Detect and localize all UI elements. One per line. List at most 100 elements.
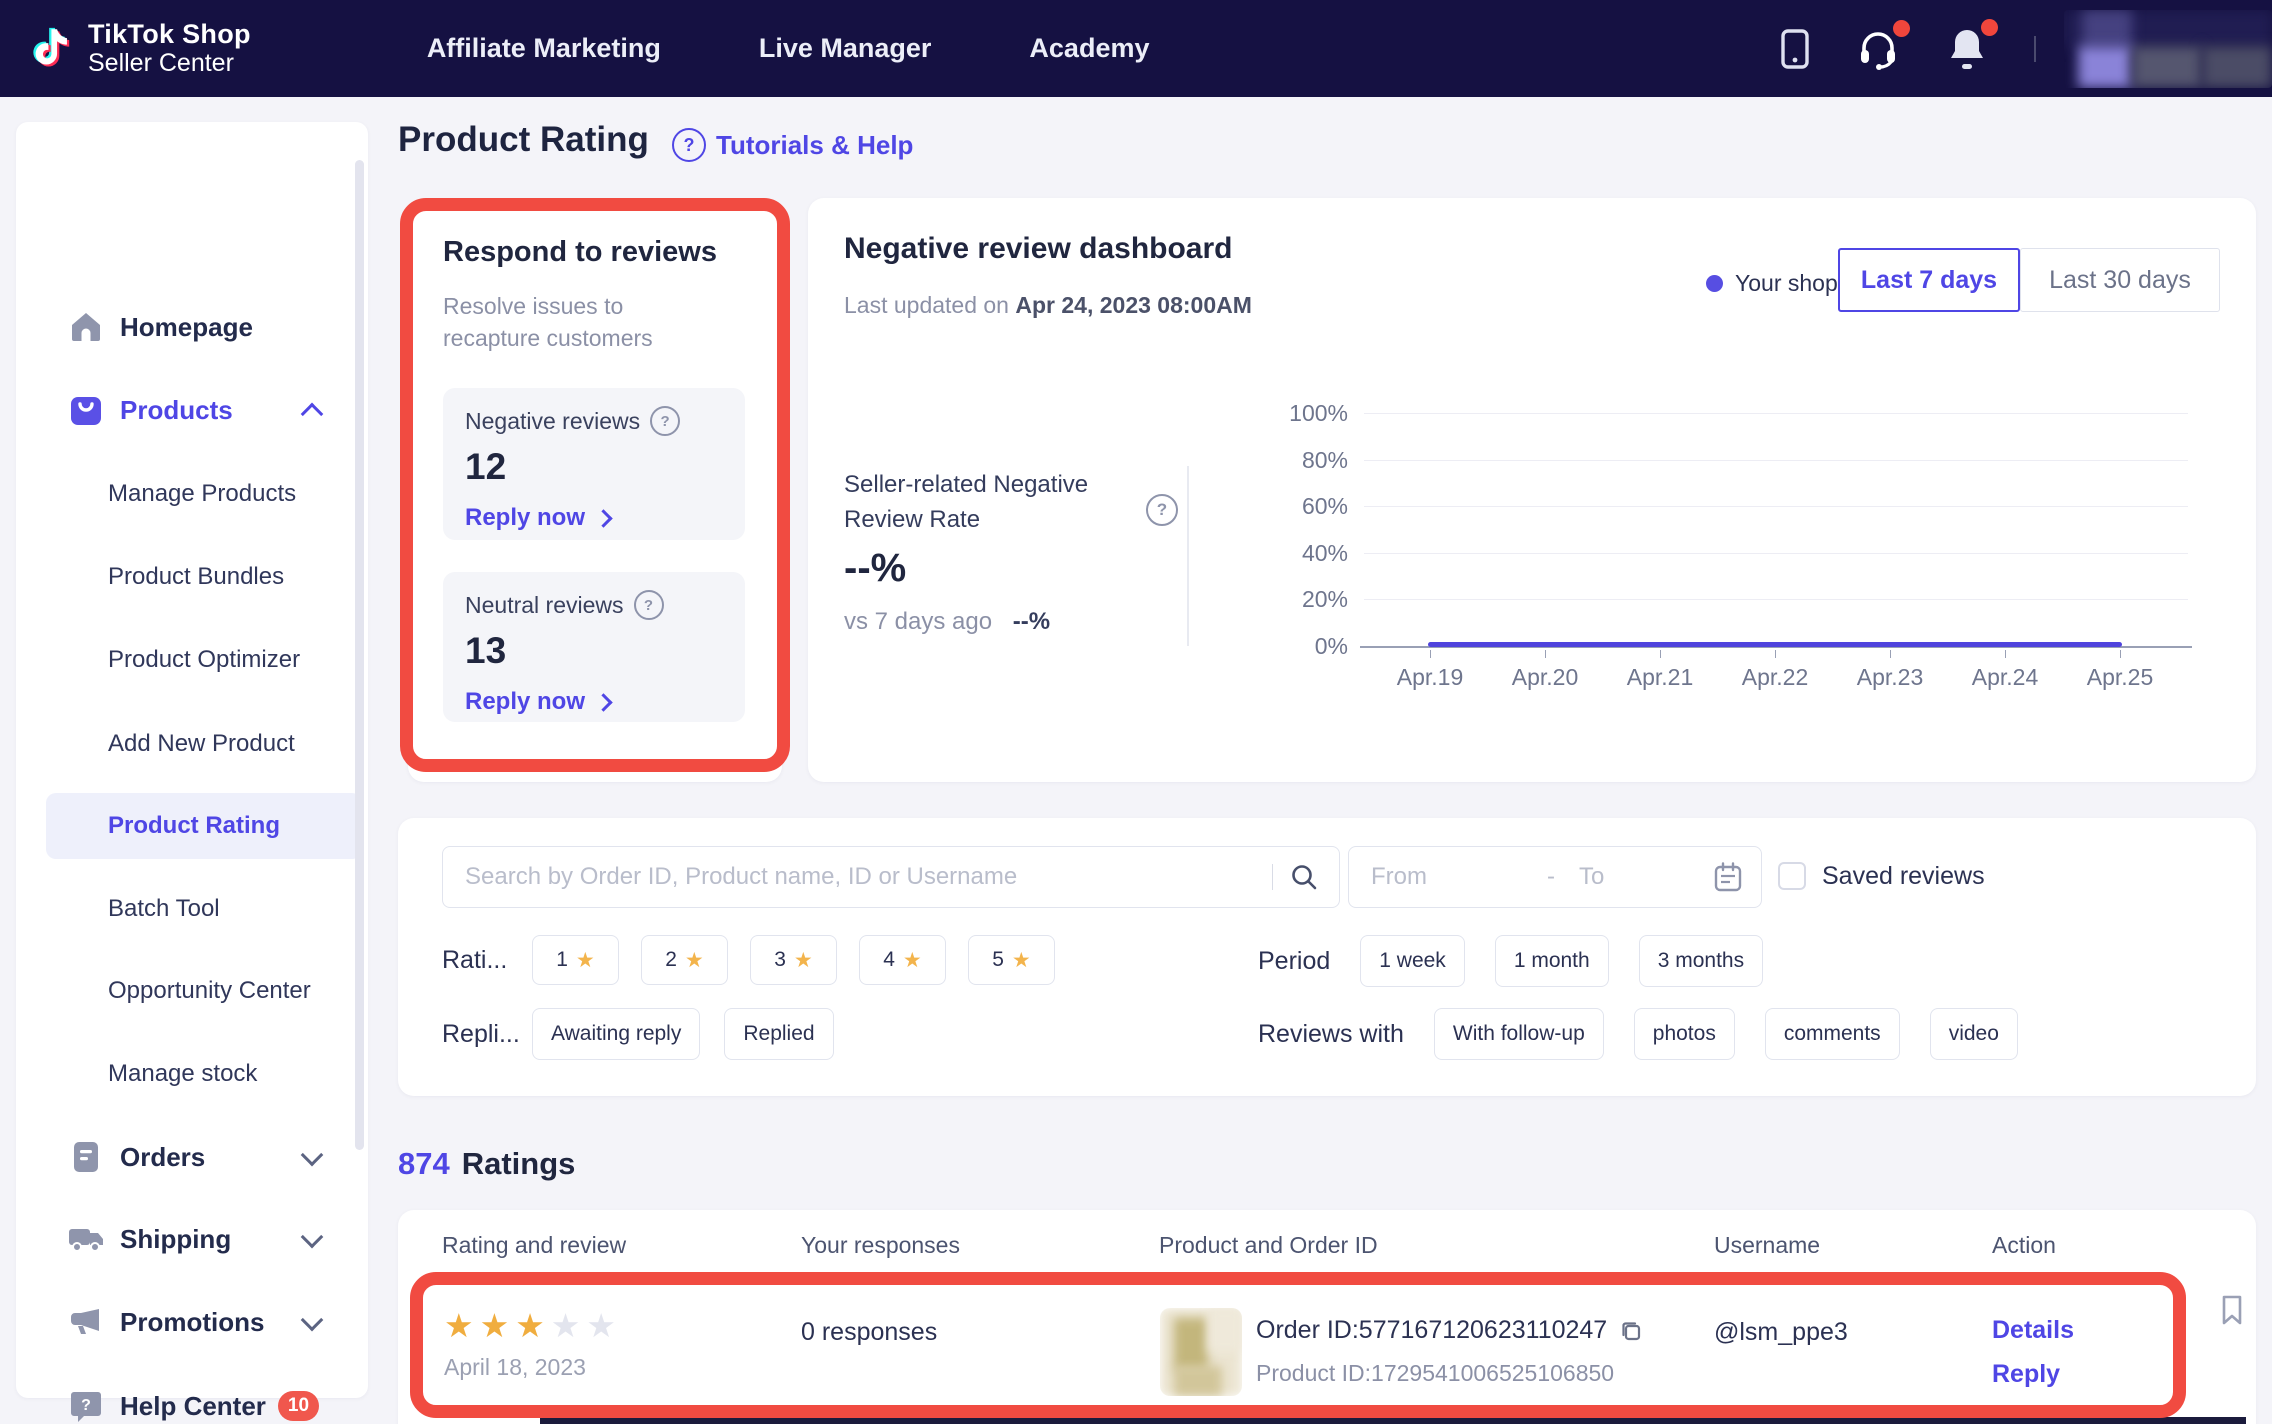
sidebar-sublabel: Manage stock: [108, 1060, 257, 1088]
tutorials-help-link[interactable]: ? Tutorials & Help: [672, 128, 913, 162]
replied-button[interactable]: Replied: [724, 1008, 833, 1060]
ratings-summary: 874Ratings: [398, 1146, 575, 1182]
period-1-month-button[interactable]: 1 month: [1495, 935, 1609, 987]
awaiting-reply-button[interactable]: Awaiting reply: [532, 1008, 700, 1060]
viewport-bottom-edge: [540, 1417, 2246, 1424]
sidebar-item-orders[interactable]: Orders: [16, 1125, 368, 1189]
logo-text: TikTok Shop Seller Center: [88, 20, 251, 76]
details-link[interactable]: Details: [1992, 1316, 2074, 1345]
nav-academy[interactable]: Academy: [1029, 33, 1149, 64]
last-7-days-button[interactable]: Last 7 days: [1838, 248, 2020, 312]
sidebar-label: Help Center: [120, 1391, 266, 1422]
period-filter-label: Period: [1258, 947, 1330, 976]
rating-2-star-button[interactable]: 2★: [641, 935, 728, 985]
logo-line1: TikTok Shop: [88, 20, 251, 49]
reviews-with-label: Reviews with: [1258, 1020, 1404, 1049]
sidebar-label: Orders: [120, 1142, 205, 1173]
sidebar-item-opportunity-center[interactable]: Opportunity Center: [16, 959, 368, 1023]
sidebar-item-help-center[interactable]: ? Help Center 10: [16, 1374, 368, 1424]
copy-icon[interactable]: [1619, 1319, 1643, 1343]
sidebar-item-promotions[interactable]: Promotions: [16, 1290, 368, 1354]
comments-button[interactable]: comments: [1765, 1008, 1900, 1060]
bell-notification-dot: [1981, 19, 1998, 36]
chevron-right-icon: [594, 693, 612, 711]
question-icon[interactable]: ?: [650, 406, 680, 436]
reply-now-negative-link[interactable]: Reply now: [465, 504, 723, 532]
rating-5-star-button[interactable]: 5★: [968, 935, 1055, 985]
help-bulb-icon: ?: [672, 128, 706, 162]
help-center-icon: ?: [68, 1390, 104, 1422]
reply-link[interactable]: Reply: [1992, 1360, 2060, 1389]
top-navigation-bar: TikTok Shop Seller Center Affiliate Mark…: [0, 0, 2272, 97]
ratings-label: Ratings: [462, 1146, 576, 1181]
sidebar-item-product-optimizer[interactable]: Product Optimizer: [16, 628, 368, 692]
reviews-with-filter-row: Reviews with With follow-up photos comme…: [1258, 1008, 2018, 1060]
y-axis-tick: 20%: [1238, 584, 1348, 614]
period-1-week-button[interactable]: 1 week: [1360, 935, 1465, 987]
last-30-days-button[interactable]: Last 30 days: [2020, 248, 2220, 312]
tiktok-shop-logo[interactable]: TikTok Shop Seller Center: [26, 20, 251, 76]
mobile-app-icon[interactable]: [1780, 28, 1810, 70]
compare-value: --%: [1013, 608, 1050, 635]
video-button[interactable]: video: [1930, 1008, 2018, 1060]
support-headset-icon[interactable]: [1856, 27, 1900, 71]
seller-negative-rate-value: --%: [844, 546, 906, 591]
rating-4-star-button[interactable]: 4★: [859, 935, 946, 985]
sidebar-sublabel: Product Bundles: [108, 563, 284, 591]
column-rating-and-review: Rating and review: [442, 1232, 626, 1259]
saved-reviews-checkbox[interactable]: [1778, 862, 1806, 890]
chevron-right-icon: [594, 509, 612, 527]
star-empty-icon: ★: [586, 1307, 622, 1344]
sidebar-sublabel: Opportunity Center: [108, 977, 311, 1005]
negative-reviews-panel: Negative reviews ? 12 Reply now: [443, 388, 745, 540]
bookmark-icon[interactable]: [2220, 1294, 2244, 1331]
x-axis-tickmark: [1775, 650, 1776, 658]
search-icon[interactable]: [1289, 862, 1319, 892]
with-follow-up-button[interactable]: With follow-up: [1434, 1008, 1604, 1060]
sidebar-item-product-rating[interactable]: Product Rating: [16, 794, 368, 858]
rating-value: 5: [992, 948, 1004, 972]
user-profile-blurred[interactable]: [2064, 10, 2272, 88]
calendar-icon: [1713, 861, 1743, 893]
nav-affiliate-marketing[interactable]: Affiliate Marketing: [427, 33, 661, 64]
rating-3-star-button[interactable]: 3★: [750, 935, 837, 985]
review-username: @lsm_ppe3: [1714, 1318, 1848, 1347]
sidebar-item-manage-products[interactable]: Manage Products: [16, 462, 368, 526]
y-axis-tick: 60%: [1238, 491, 1348, 521]
reply-now-neutral-link[interactable]: Reply now: [465, 688, 723, 716]
sidebar-item-products[interactable]: Products: [16, 378, 368, 442]
sidebar-item-homepage[interactable]: Homepage: [16, 295, 368, 359]
gridline: [1364, 506, 2188, 507]
saved-reviews-label: Saved reviews: [1822, 862, 1985, 891]
sidebar-label: Homepage: [120, 312, 253, 343]
legend-dot: [1706, 275, 1723, 292]
product-thumbnail[interactable]: [1160, 1308, 1242, 1396]
chevron-down-icon: [301, 1226, 324, 1249]
search-box: [442, 846, 1340, 908]
photos-button[interactable]: photos: [1634, 1008, 1735, 1060]
y-axis-tick: 0%: [1238, 631, 1348, 661]
negative-reviews-label: Negative reviews: [465, 408, 640, 435]
chevron-down-icon: [301, 1144, 324, 1167]
sidebar-item-product-bundles[interactable]: Product Bundles: [16, 545, 368, 609]
notifications-bell-icon[interactable]: [1946, 26, 1988, 72]
column-username: Username: [1714, 1232, 1820, 1259]
sidebar-item-batch-tool[interactable]: Batch Tool: [16, 877, 368, 941]
sidebar-scrollbar[interactable]: [355, 160, 364, 1150]
rating-1-star-button[interactable]: 1★: [532, 935, 619, 985]
sidebar-item-shipping[interactable]: Shipping: [16, 1207, 368, 1271]
neutral-reviews-count: 13: [465, 630, 723, 672]
question-icon[interactable]: ?: [634, 590, 664, 620]
search-input[interactable]: [463, 862, 1252, 892]
nav-live-manager[interactable]: Live Manager: [759, 33, 932, 64]
your-shop-data-line: [1428, 642, 2122, 647]
review-date: April 18, 2023: [444, 1354, 586, 1381]
period-3-months-button[interactable]: 3 months: [1639, 935, 1763, 987]
sidebar-item-manage-stock[interactable]: Manage stock: [16, 1042, 368, 1106]
question-icon[interactable]: ?: [1146, 494, 1178, 526]
topbar-divider: [2034, 36, 2036, 62]
rating-filter-label: Rati...: [442, 946, 510, 975]
neutral-reviews-panel: Neutral reviews ? 13 Reply now: [443, 572, 745, 722]
sidebar-item-add-new-product[interactable]: Add New Product: [16, 712, 368, 776]
date-range-picker[interactable]: From - To: [1348, 846, 1762, 908]
